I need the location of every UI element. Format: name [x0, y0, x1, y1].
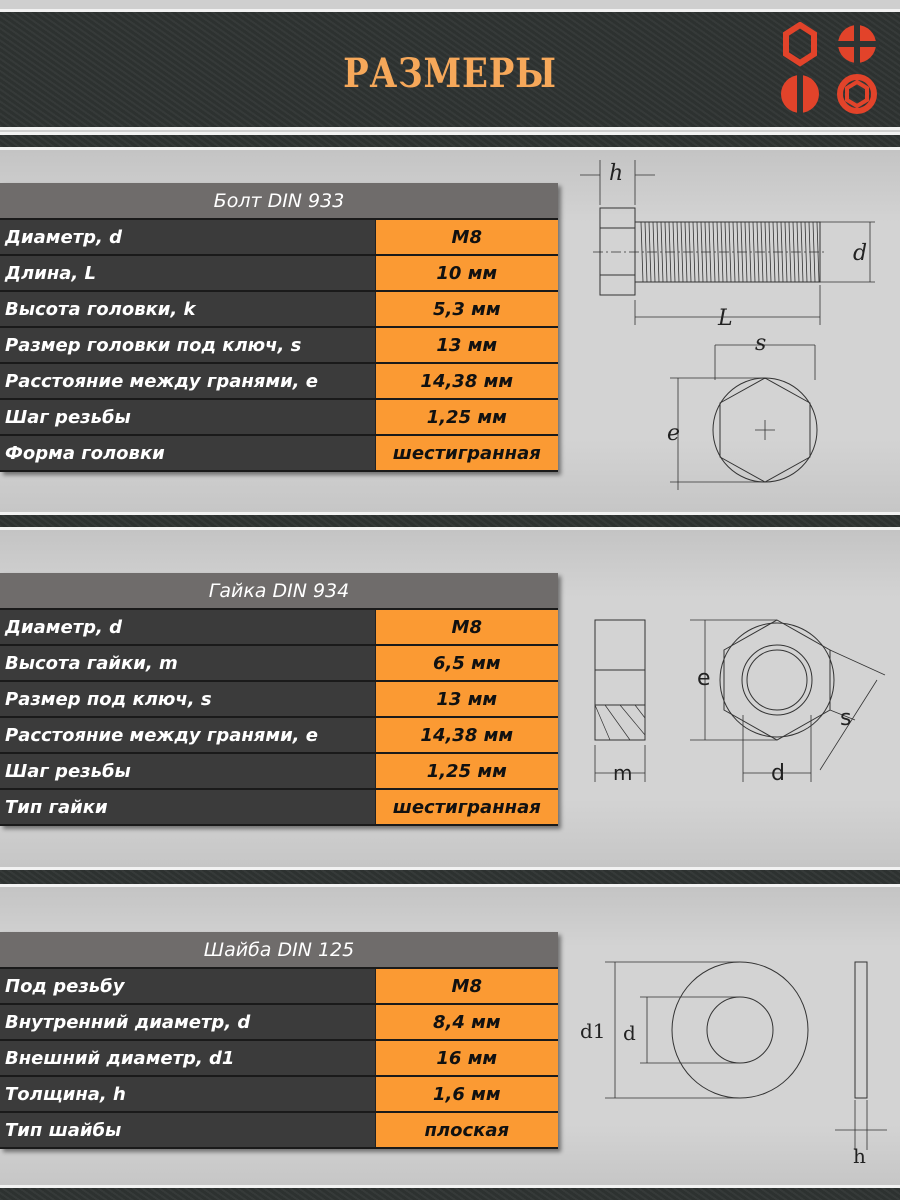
divider-stripe [0, 135, 900, 147]
table-row: Высота головки, k 5,3 мм [0, 291, 558, 328]
row-value: M8 [374, 968, 558, 1005]
logo-icon [781, 22, 879, 116]
table-row: Шаг резьбы 1,25 мм [0, 399, 558, 436]
row-label: Шаг резьбы [0, 399, 375, 436]
table-row: Длина, L 10 мм [0, 255, 558, 292]
row-label: Расстояние между гранями, e [0, 717, 375, 754]
table-row: Диаметр, d M8 [0, 609, 558, 646]
row-value: 14,38 мм [374, 363, 558, 400]
nut-table: Гайка DIN 934 Диаметр, d M8 Высота гайки, m… [0, 573, 558, 826]
table-title: Шайба DIN 125 [0, 932, 558, 969]
svg-text:e: e [697, 666, 711, 691]
table-title: Гайка DIN 934 [0, 573, 558, 610]
svg-text:d1: d1 [580, 1019, 606, 1043]
nut-drawing: m e d s [594, 619, 886, 786]
svg-text:d: d [853, 241, 867, 266]
table-row: Размер под ключ, s 13 мм [0, 681, 558, 718]
row-label: Расстояние между гранями, e [0, 363, 375, 400]
row-value: 13 мм [374, 327, 558, 364]
row-value: M8 [374, 219, 558, 256]
svg-text:m: m [613, 761, 632, 785]
washer-table: Шайба DIN 125 Под резьбу M8 Внутренний диам… [0, 932, 558, 1149]
row-label: Диаметр, d [0, 609, 375, 646]
row-label: Под резьбу [0, 968, 375, 1005]
row-value: 1,25 мм [374, 399, 558, 436]
row-value: 13 мм [374, 681, 558, 718]
row-value: шестигранная [374, 789, 558, 826]
table-row: Тип гайки шестигранная [0, 789, 558, 826]
row-value: 8,4 мм [374, 1004, 558, 1041]
table-row: Шаг резьбы 1,25 мм [0, 753, 558, 790]
table-row: Диаметр, d M8 [0, 219, 558, 256]
page-title: РАЗМЕРЫ [343, 50, 557, 97]
row-value: 14,38 мм [374, 717, 558, 754]
table-row: Расстояние между гранями, e 14,38 мм [0, 717, 558, 754]
row-label: Форма головки [0, 435, 375, 472]
row-label: Тип гайки [0, 789, 375, 826]
table-row: Под резьбу M8 [0, 968, 558, 1005]
svg-text:d: d [623, 1021, 636, 1045]
svg-text:s: s [755, 331, 766, 356]
washer-drawing: d1 d h [580, 961, 887, 1168]
bolt-drawing: h d L s e [580, 160, 875, 490]
row-label: Размер под ключ, s [0, 681, 375, 718]
table-row: Толщина, h 1,6 мм [0, 1076, 558, 1113]
table-row: Форма головки шестигранная [0, 435, 558, 472]
row-label: Внутренний диаметр, d [0, 1004, 375, 1041]
row-label: Тип шайбы [0, 1112, 375, 1149]
row-label: Высота головки, k [0, 291, 375, 328]
svg-text:h: h [853, 1144, 866, 1168]
row-label: Высота гайки, m [0, 645, 375, 682]
row-value: 1,25 мм [374, 753, 558, 790]
svg-text:h: h [609, 161, 623, 186]
row-value: 5,3 мм [374, 291, 558, 328]
table-row: Тип шайбы плоская [0, 1112, 558, 1149]
divider [0, 9, 900, 12]
table-row: Высота гайки, m 6,5 мм [0, 645, 558, 682]
svg-text:d: d [771, 761, 785, 786]
row-label: Шаг резьбы [0, 753, 375, 790]
row-value: плоская [374, 1112, 558, 1149]
table-row: Внешний диаметр, d1 16 мм [0, 1040, 558, 1077]
row-label: Толщина, h [0, 1076, 375, 1113]
row-label: Диаметр, d [0, 219, 375, 256]
row-label: Длина, L [0, 255, 375, 292]
table-row: Внутренний диаметр, d 8,4 мм [0, 1004, 558, 1041]
row-value: 1,6 мм [374, 1076, 558, 1113]
table-title: Болт DIN 933 [0, 183, 558, 220]
table-row: Размер головки под ключ, s 13 мм [0, 327, 558, 364]
row-value: шестигранная [374, 435, 558, 472]
header-banner [0, 12, 900, 127]
row-value: 6,5 мм [374, 645, 558, 682]
row-label: Размер головки под ключ, s [0, 327, 375, 364]
svg-text:s: s [840, 706, 851, 731]
row-value: M8 [374, 609, 558, 646]
bolt-table: Болт DIN 933 Диаметр, d M8 Длина, L 10 мм Выс… [0, 183, 558, 472]
row-label: Внешний диаметр, d1 [0, 1040, 375, 1077]
row-value: 10 мм [374, 255, 558, 292]
svg-text:L: L [717, 306, 733, 331]
row-value: 16 мм [374, 1040, 558, 1077]
table-row: Расстояние между гранями, e 14,38 мм [0, 363, 558, 400]
svg-text:e: e [667, 421, 680, 446]
